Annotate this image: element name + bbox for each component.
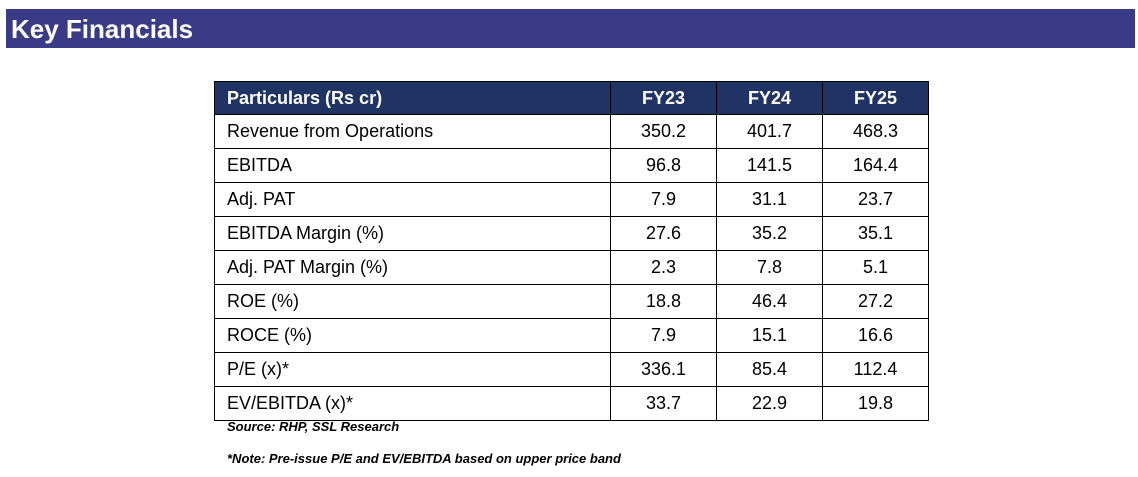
cell-fy25: 23.7 (822, 182, 929, 217)
cell-fy24: 85.4 (716, 352, 823, 387)
row-label: EBITDA (214, 148, 611, 183)
cell-fy24: 35.2 (716, 216, 823, 251)
table-row: P/E (x)* 336.1 85.4 112.4 (214, 352, 929, 387)
table-row: ROCE (%) 7.9 15.1 16.6 (214, 318, 929, 353)
table-header-row: Particulars (Rs cr) FY23 FY24 FY25 (214, 81, 929, 115)
cell-fy25: 468.3 (822, 114, 929, 149)
row-label: ROCE (%) (214, 318, 611, 353)
cell-fy25: 112.4 (822, 352, 929, 387)
cell-fy25: 164.4 (822, 148, 929, 183)
cell-fy23: 33.7 (610, 386, 717, 421)
cell-fy23: 2.3 (610, 250, 717, 285)
row-label: Adj. PAT (214, 182, 611, 217)
column-header-fy23: FY23 (610, 81, 717, 115)
row-label: EBITDA Margin (%) (214, 216, 611, 251)
column-header-fy25: FY25 (822, 81, 929, 115)
section-banner: Key Financials (6, 9, 1135, 48)
row-label: EV/EBITDA (x)* (214, 386, 611, 421)
cell-fy24: 141.5 (716, 148, 823, 183)
key-financials-table: Particulars (Rs cr) FY23 FY24 FY25 Reven… (214, 81, 929, 421)
cell-fy24: 15.1 (716, 318, 823, 353)
cell-fy25: 19.8 (822, 386, 929, 421)
cell-fy24: 7.8 (716, 250, 823, 285)
column-header-fy24: FY24 (716, 81, 823, 115)
table-row: ROE (%) 18.8 46.4 27.2 (214, 284, 929, 319)
cell-fy24: 22.9 (716, 386, 823, 421)
row-label: Revenue from Operations (214, 114, 611, 149)
table-row: Revenue from Operations 350.2 401.7 468.… (214, 114, 929, 149)
cell-fy23: 7.9 (610, 318, 717, 353)
row-label: ROE (%) (214, 284, 611, 319)
cell-fy23: 18.8 (610, 284, 717, 319)
table-row: EV/EBITDA (x)* 33.7 22.9 19.8 (214, 386, 929, 421)
footnote: *Note: Pre-issue P/E and EV/EBITDA based… (227, 451, 621, 466)
cell-fy25: 5.1 (822, 250, 929, 285)
cell-fy24: 46.4 (716, 284, 823, 319)
section-title: Key Financials (11, 14, 194, 44)
table-row: Adj. PAT 7.9 31.1 23.7 (214, 182, 929, 217)
cell-fy25: 27.2 (822, 284, 929, 319)
source-note: Source: RHP, SSL Research (227, 419, 400, 434)
cell-fy24: 31.1 (716, 182, 823, 217)
cell-fy25: 16.6 (822, 318, 929, 353)
cell-fy23: 27.6 (610, 216, 717, 251)
cell-fy23: 350.2 (610, 114, 717, 149)
table-row: Adj. PAT Margin (%) 2.3 7.8 5.1 (214, 250, 929, 285)
row-label: P/E (x)* (214, 352, 611, 387)
cell-fy25: 35.1 (822, 216, 929, 251)
table-row: EBITDA Margin (%) 27.6 35.2 35.1 (214, 216, 929, 251)
cell-fy23: 7.9 (610, 182, 717, 217)
cell-fy23: 336.1 (610, 352, 717, 387)
column-header-particulars: Particulars (Rs cr) (214, 81, 611, 115)
cell-fy23: 96.8 (610, 148, 717, 183)
row-label: Adj. PAT Margin (%) (214, 250, 611, 285)
cell-fy24: 401.7 (716, 114, 823, 149)
table-row: EBITDA 96.8 141.5 164.4 (214, 148, 929, 183)
